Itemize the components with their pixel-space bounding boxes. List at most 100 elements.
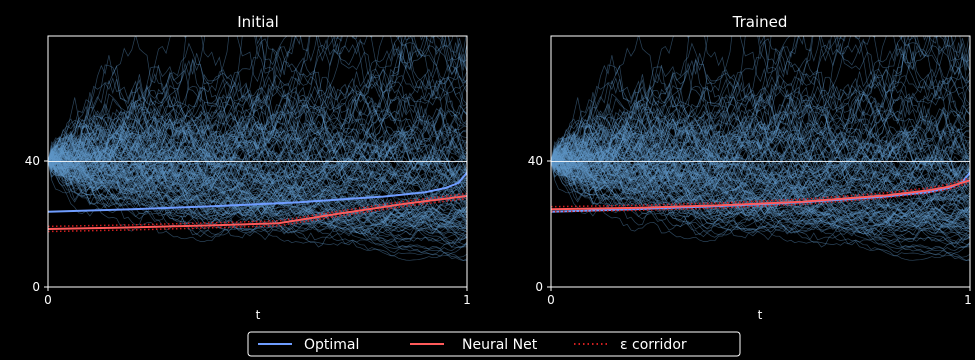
simulated-path	[551, 145, 970, 233]
simulated-path	[551, 38, 970, 185]
simulated-path	[48, 56, 467, 191]
simulated-path	[551, 127, 970, 205]
simulated-path	[551, 159, 970, 211]
simulated-path	[551, 152, 970, 217]
simulated-path	[551, 93, 970, 169]
simulated-path	[48, 42, 467, 178]
x-axis-label-trained: t	[758, 308, 763, 322]
legend: Optimal Neural Net ε corridor	[247, 331, 741, 357]
simulated-path	[48, 99, 467, 189]
simulated-path	[48, 97, 467, 244]
simulated-path	[551, 98, 970, 193]
x-tick-label-0-initial: 0	[44, 293, 52, 307]
simulated-path	[551, 133, 970, 261]
simulated-path	[48, 125, 467, 220]
simulated-path	[551, 123, 970, 190]
simulated-path	[48, 36, 447, 171]
simulated-path	[551, 148, 970, 241]
simulated-path	[551, 125, 970, 214]
simulated-path	[551, 149, 970, 241]
simulated-path	[551, 157, 970, 249]
simulated-path	[48, 150, 467, 233]
simulated-path	[551, 100, 970, 179]
simulated-path	[551, 36, 970, 162]
simulated-path	[48, 137, 467, 219]
simulated-path	[48, 155, 467, 226]
simulated-path	[551, 120, 970, 201]
simulated-path	[48, 135, 467, 223]
simulated-path	[551, 151, 970, 231]
simulated-path	[551, 139, 970, 210]
simulated-path	[48, 132, 467, 217]
simulated-path	[551, 36, 970, 186]
simulated-path	[551, 107, 970, 171]
simulated-path	[551, 86, 970, 189]
simulated-path	[48, 67, 467, 181]
simulated-path	[48, 133, 467, 261]
simulated-path	[551, 53, 970, 183]
simulated-path	[48, 132, 467, 201]
simulated-path	[551, 36, 970, 162]
simulated-path	[551, 105, 970, 201]
simulated-path	[551, 153, 970, 220]
x-axis-label-initial: t	[256, 308, 261, 322]
simulated-path	[48, 36, 467, 193]
simulated-path	[48, 141, 467, 236]
simulated-path	[551, 159, 970, 224]
simulated-path	[551, 113, 970, 201]
simulated-path	[551, 148, 970, 249]
simulated-path	[551, 158, 970, 257]
simulated-path	[48, 115, 467, 208]
simulated-path	[48, 125, 467, 237]
simulated-path	[48, 113, 467, 201]
simulated-path	[551, 161, 970, 231]
simulated-path	[48, 161, 467, 232]
simulated-path	[48, 149, 467, 241]
simulated-path	[551, 126, 970, 240]
simulated-path	[551, 104, 970, 176]
simulated-path	[48, 131, 467, 215]
simulated-path	[48, 161, 467, 230]
simulated-path	[551, 36, 970, 162]
simulated-path	[551, 36, 970, 191]
simulated-path	[48, 98, 467, 193]
simulated-path	[48, 128, 467, 236]
simulated-path	[551, 133, 970, 198]
simulated-path	[551, 59, 970, 233]
x-tick-label-0-trained: 0	[547, 293, 555, 307]
simulated-path	[551, 113, 970, 217]
simulated-path	[551, 161, 970, 250]
simulated-path	[48, 137, 467, 189]
simulated-path	[48, 94, 467, 182]
simulated-path	[48, 36, 430, 165]
simulated-path	[48, 104, 467, 176]
simulated-path	[551, 36, 970, 170]
simulated-path	[551, 154, 970, 232]
simulated-path	[551, 68, 970, 193]
simulated-path	[48, 119, 467, 181]
simulated-path	[551, 94, 970, 182]
simulated-path	[48, 68, 467, 193]
legend-label-neural-net: Neural Net	[462, 337, 538, 353]
simulated-path	[48, 86, 467, 189]
simulated-path	[551, 82, 970, 207]
simulated-path	[48, 36, 467, 190]
simulated-path	[48, 149, 467, 206]
simulated-path	[551, 73, 970, 213]
legend-box	[247, 331, 741, 357]
simulated-path	[48, 36, 467, 185]
simulated-path	[48, 158, 467, 215]
simulated-path	[551, 150, 970, 233]
simulated-path	[48, 36, 411, 162]
legend-label-corridor: ε corridor	[620, 337, 687, 353]
legend-label-optimal: Optimal	[304, 337, 359, 353]
simulated-path	[551, 36, 950, 171]
simulated-path	[48, 152, 467, 237]
simulated-path	[551, 152, 970, 237]
simulated-path	[48, 145, 467, 233]
simulated-path	[48, 103, 467, 191]
simulated-path	[551, 115, 970, 208]
simulated-path	[48, 107, 467, 171]
simulated-path	[48, 161, 467, 211]
simulated-path	[48, 113, 467, 217]
